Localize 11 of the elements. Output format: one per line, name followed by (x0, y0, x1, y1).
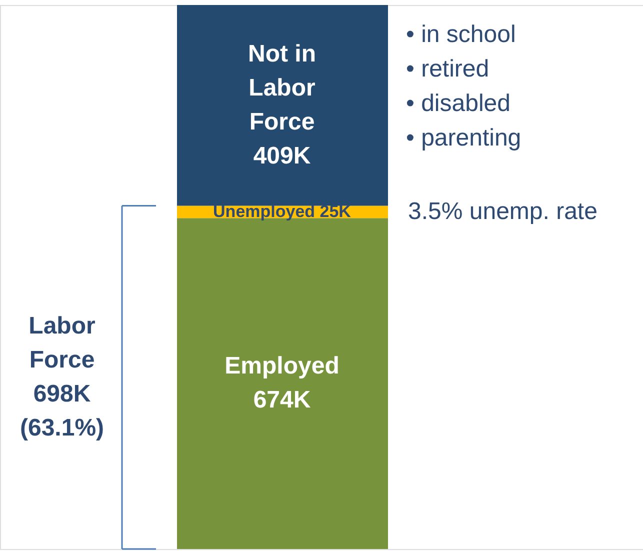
text: 3.5% unemp. rate (408, 198, 598, 225)
text: Labor Force 698K (63.1%) (20, 312, 104, 442)
data-label: 409K (253, 142, 312, 170)
text: • retired (406, 56, 490, 82)
series-label: Not in Labor Force (248, 40, 316, 136)
data-label: 674K (253, 386, 312, 414)
text: • disabled (406, 90, 510, 117)
text: Unemployed 25K (213, 202, 351, 221)
series-label: Employed (224, 352, 340, 380)
text: • in school (406, 21, 516, 48)
text: • parenting (406, 124, 522, 152)
